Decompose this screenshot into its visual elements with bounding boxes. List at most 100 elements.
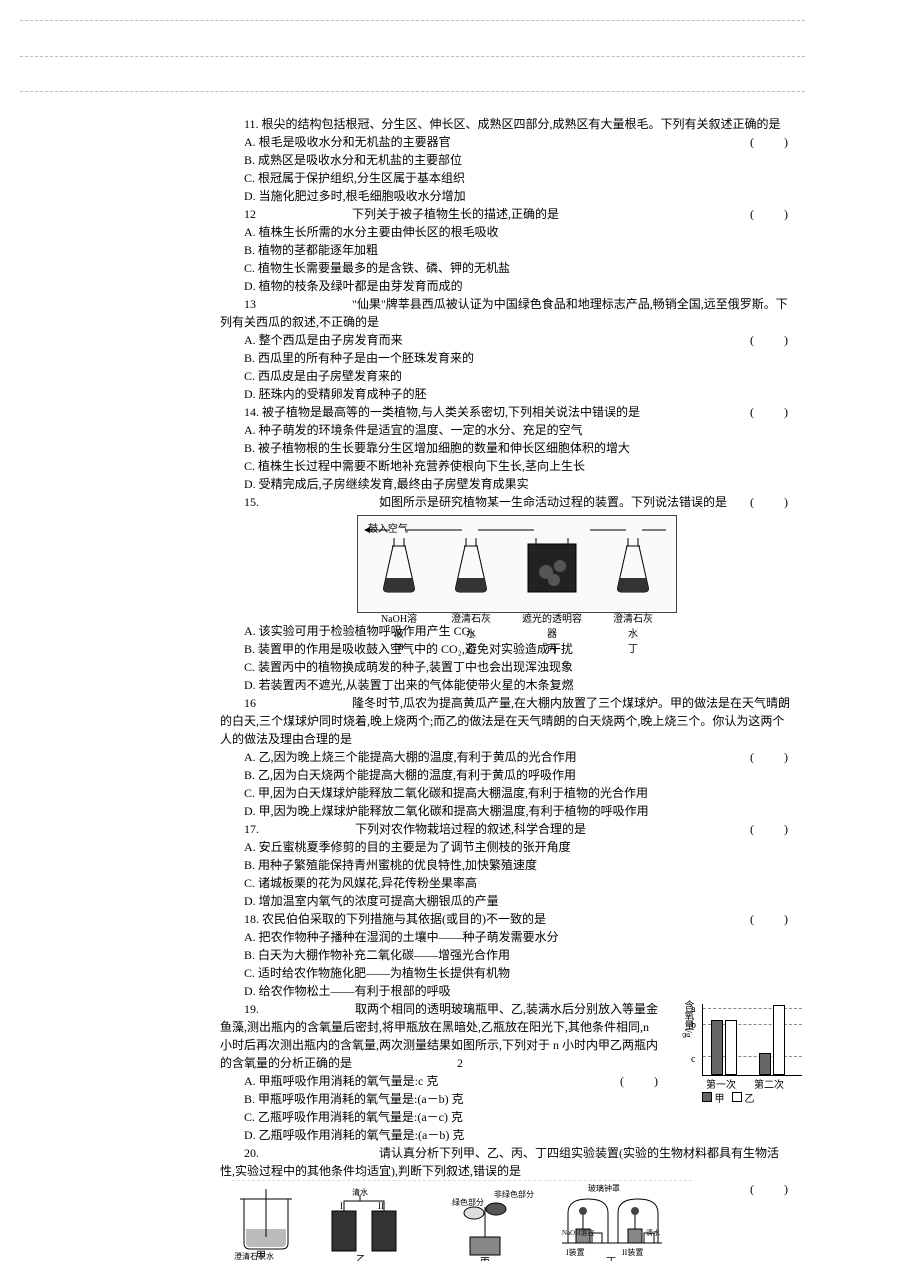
q12-opt-d: D. 植物的枝条及绿叶都是由芽发育而成的 [220,277,790,295]
header-ruled-lines [20,20,805,90]
svg-text:I装置: I装置 [566,1247,585,1257]
q12-opt-b: B. 植物的茎都能逐年加粗 [220,241,790,259]
q11-opt-c: C. 根冠属于保护组织,分生区属于基本组织 [220,169,790,187]
q17-opt-d: D. 增加温室内氧气的浓度可提高大棚银瓜的产量 [220,892,790,910]
q18-opt-a: A. 把农作物种子播种在湿润的土壤中——种子萌发需要水分 [220,928,790,946]
svg-text:非绿色部分: 非绿色部分 [494,1189,534,1199]
svg-text:丙: 丙 [480,1257,490,1261]
q20-figure: 甲 澄清石灰水 I II 清水 乙 绿色部分 非绿色部分 丙 [232,1180,692,1270]
q12-stem: 12 下列关于被子植物生长的描述,正确的是 ( ) [220,205,790,223]
svg-text:NaOH溶液: NaOH溶液 [562,1228,594,1237]
flask-apparatus: 鼓入空气 NaOH溶液甲 澄清石灰水乙 遮光的透明容器丙 澄清石灰水丁 [357,515,677,613]
q16-opt-d: D. 甲,因为晚上煤球炉能释放二氧化碳和提高大棚温度,有利于植物的呼吸作用 [220,802,790,820]
svg-text:II: II [378,1201,384,1211]
svg-text:玻璃钟罩: 玻璃钟罩 [588,1183,620,1193]
exam-content: 11. 根尖的结构包括根冠、分生区、伸长区、成熟区四部分,成熟区有大量根毛。下列… [220,115,790,1270]
q11-opt-b: B. 成熟区是吸收水分和无机盐的主要部位 [220,151,790,169]
svg-text:II装置: II装置 [622,1247,643,1257]
q20-paren: ( ) [750,1180,790,1198]
q20-stem: 20. 请认真分析下列甲、乙、丙、丁四组实验装置(实验的生物材料都具有生物活性,… [220,1144,790,1180]
q15-opt-c: C. 装置丙中的植物换成萌发的种子,装置丁中也会出现浑浊现象 [220,658,790,676]
legend: 甲 乙 [702,1092,755,1107]
q13-opt-b: B. 西瓜里的所有种子是由一个胚珠发育来的 [220,349,790,367]
svg-text:清水: 清水 [646,1228,660,1237]
q15-stem: 15. 如图所示是研究植物某一生命活动过程的装置。下列说法错误的是 ( ) [220,493,790,511]
q12-opt-a: A. 植株生长所需的水分主要由伸长区的根毛吸收 [220,223,790,241]
q19-opt-c: C. 乙瓶呼吸作用消耗的氧气量是:(a－c) 克 [220,1108,790,1126]
q20-ca-label: 澄清石灰水 [234,1251,274,1261]
q16-paren: ( ) [750,748,790,766]
q19-opt-d: D. 乙瓶呼吸作用消耗的氧气量是:(a－b) 克 [220,1126,790,1144]
q17-opt-b: B. 用种子繁殖能保持青州蜜桃的优良特性,加快繁殖速度 [220,856,790,874]
q15-paren: ( ) [750,493,790,511]
svg-text:清水: 清水 [352,1187,368,1197]
q12-stem-text: 12 下列关于被子植物生长的描述,正确的是 [244,207,559,221]
legend-swatch-yi [732,1092,742,1102]
q19-block: 19. 取两个相同的透明玻璃瓶甲、乙,装满水后分别放入等量金鱼藻,测出瓶内的含氧… [220,1000,790,1144]
connecting-tubes-icon [358,516,678,546]
ytick-b: b [691,1018,696,1033]
q13-stem-text: 13 "仙果"牌莘县西瓜被认证为中国绿色食品和地理标志产品,畅销全国,远至俄罗斯… [220,295,790,331]
q13-opt-a: A. 整个西瓜是由子房发育而来 [220,331,790,349]
q14-stem: 14. 被子植物是最高等的一类植物,与人类关系密切,下列相关说法中错误的是 ( ) [220,403,790,421]
q14-opt-d: D. 受精完成后,子房继续发育,最终由子房壁发育成果实 [220,475,790,493]
q19-paren: ( ) [620,1072,660,1090]
ytick-a: a [691,1002,695,1017]
q16-opt-a: A. 乙,因为晚上烧三个能提高大棚的温度,有利于黄瓜的光合作用 [220,748,790,766]
q17-paren: ( ) [726,820,790,838]
q12-paren: ( ) [726,205,790,223]
svg-text:绿色部分: 绿色部分 [452,1197,484,1207]
q18-stem: 18. 农民伯伯采取的下列措施与其依据(或目的)不一致的是 ( ) [220,910,790,928]
q20-stem-text: 20. 请认真分析下列甲、乙、丙、丁四组实验装置(实验的生物材料都具有生物活性,… [220,1144,790,1180]
q14-stem-text: 14. 被子植物是最高等的一类植物,与人类关系密切,下列相关说法中错误的是 [244,405,640,419]
flask-b-label: 澄清石灰水 [451,614,491,640]
q17-opt-c: C. 诸城板栗的花为风媒花,异花传粉坐果率高 [220,874,790,892]
legend-yi: 乙 [745,1094,755,1105]
flask-a-sub: 甲 [394,644,404,655]
q14-opt-c: C. 植株生长过程中需要不断地补充营养使根向下生长,茎向上生长 [220,457,790,475]
q18-stem-text: 18. 农民伯伯采取的下列措施与其依据(或目的)不一致的是 [244,912,546,926]
xcat-1: 第一次 [706,1078,736,1093]
q13-paren: ( ) [750,331,790,349]
legend-swatch-jia [702,1092,712,1102]
flask-c-label: 遮光的透明容器 [522,614,582,640]
q18-opt-d: D. 给农作物松土——有利于根部的呼吸 [220,982,790,1000]
page-number: 2 [0,1054,920,1072]
flask-d-sub: 丁 [628,644,638,655]
q17-opt-a: A. 安丘蜜桃夏季修剪的目的主要是为了调节主侧枝的张开角度 [220,838,790,856]
flask-b-sub: 乙 [466,644,476,655]
q15-figure: 鼓入空气 NaOH溶液甲 澄清石灰水乙 遮光的透明容器丙 澄清石灰水丁 [244,511,790,622]
flask-a-label: NaOH溶液 [381,614,417,640]
q14-paren: ( ) [726,403,790,421]
q17-stem-text: 17. 下列对农作物栽培过程的叙述,科学合理的是 [244,822,586,836]
legend-jia: 甲 [715,1094,725,1105]
xcat-2: 第二次 [754,1078,784,1093]
q18-paren: ( ) [726,910,790,928]
q16-stem: 16 隆冬时节,瓜农为提高黄瓜产量,在大棚内放置了三个煤球炉。甲的做法是在天气晴… [220,694,790,748]
q15-stem-text: 15. 如图所示是研究植物某一生命活动过程的装置。下列说法错误的是 [220,493,727,511]
q16-opt-c: C. 甲,因为白天煤球炉能释放二氧化碳和提高大棚温度,有利于植物的光合作用 [220,784,790,802]
q12-opt-c: C. 植物生长需要量最多的是含铁、磷、钾的无机盐 [220,259,790,277]
q11-stem-text: 11. 根尖的结构包括根冠、分生区、伸长区、成熟区四部分,成熟区有大量根毛。下列… [244,117,781,131]
q20-apparatus-icon: 甲 澄清石灰水 I II 清水 乙 绿色部分 非绿色部分 丙 [232,1181,692,1261]
svg-text:I: I [340,1201,343,1211]
q13-opt-c: C. 西瓜皮是由子房壁发育来的 [220,367,790,385]
q11-stem: 11. 根尖的结构包括根冠、分生区、伸长区、成熟区四部分,成熟区有大量根毛。下列… [220,115,790,133]
q11-opt-d: D. 当施化肥过多时,根毛细胞吸收水分增加 [220,187,790,205]
q17-stem: 17. 下列对农作物栽培过程的叙述,科学合理的是 ( ) [220,820,790,838]
q16-stem-text: 16 隆冬时节,瓜农为提高黄瓜产量,在大棚内放置了三个煤球炉。甲的做法是在天气晴… [220,694,790,748]
q11-paren: ( ) [726,133,790,151]
q15-opt-d: D. 若装置丙不遮光,从装置丁出来的气体能使带火星的木条复燃 [220,676,790,694]
q18-opt-c: C. 适时给农作物施化肥——为植物生长提供有机物 [220,964,790,982]
q13-opt-d: D. 胚珠内的受精卵发育成种子的胚 [220,385,790,403]
svg-text:乙: 乙 [356,1254,366,1261]
q16-opt-b: B. 乙,因为白天烧两个能提高大棚的温度,有利于黄瓜的呼吸作用 [220,766,790,784]
q11-opt-a: A. 根毛是吸收水分和无机盐的主要器官 [220,133,790,151]
q18-opt-b: B. 白天为大棚作物补充二氧化碳——增强光合作用 [220,946,790,964]
flask-c-sub: 丙 [547,644,557,655]
flask-d-label: 澄清石灰水 [613,614,653,640]
svg-text:丁: 丁 [606,1257,616,1261]
q15-opt-a: A. 该实验可用于检验植物呼吸作用产生 CO₂ [220,622,790,640]
q14-opt-b: B. 被子植物根的生长要靠分生区增加细胞的数量和伸长区细胞体积的增大 [220,439,790,457]
q15-opt-b: B. 装置甲的作用是吸收鼓入空气中的 CO₂,避免对实验造成干扰 [220,640,790,658]
